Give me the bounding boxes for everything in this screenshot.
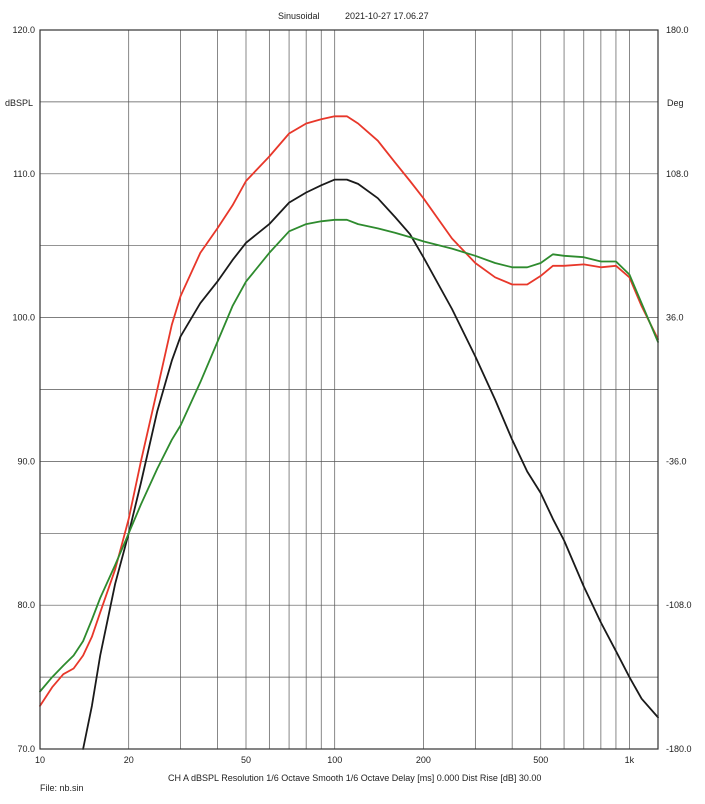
x-tick-label: 10 bbox=[35, 755, 45, 765]
series-group bbox=[39, 115, 659, 750]
footer-file-label: File: nb.sin bbox=[40, 783, 84, 793]
y-left-tick-label: 120.0 bbox=[12, 25, 35, 35]
y-left-tick-label: 110.0 bbox=[13, 169, 35, 179]
y-right-axis-label: Deg bbox=[667, 98, 684, 108]
y-right-tick-label: 108.0 bbox=[666, 169, 689, 179]
y-left-axis-label: dBSPL bbox=[5, 98, 33, 108]
x-tick-label: 20 bbox=[124, 755, 134, 765]
y-left-tick-label: 90.0 bbox=[17, 456, 35, 466]
x-tick-label: 200 bbox=[416, 755, 431, 765]
x-tick-label: 1k bbox=[625, 755, 635, 765]
footer-settings-text: CH A dBSPL Resolution 1/6 Octave Smooth … bbox=[168, 773, 541, 783]
chart-timestamp: 2021-10-27 17.06.27 bbox=[345, 11, 429, 21]
chart-mode-label: Sinusoidal bbox=[278, 11, 320, 21]
y-left-tick-label: 100.0 bbox=[12, 313, 35, 323]
y-right-tick-label: -36.0 bbox=[666, 456, 687, 466]
y-left-tick-label: 70.0 bbox=[17, 744, 35, 754]
y-right-tick-label: 180.0 bbox=[666, 25, 689, 35]
series-line-2 bbox=[82, 178, 659, 750]
series-line-3 bbox=[39, 218, 659, 693]
series-line-1 bbox=[39, 115, 659, 707]
y-right-tick-label: 36.0 bbox=[666, 313, 684, 323]
x-tick-label: 500 bbox=[533, 755, 548, 765]
y-left-tick-label: 80.0 bbox=[17, 600, 35, 610]
x-tick-label: 100 bbox=[327, 755, 342, 765]
y-right-tick-label: -180.0 bbox=[666, 744, 692, 754]
axis-ticks: 120.0 110.0 100.0 90.0 80.0 70.0 180.0 108.0 36.… bbox=[12, 25, 691, 765]
grid-lines bbox=[40, 30, 658, 749]
x-tick-label: 50 bbox=[241, 755, 251, 765]
plot-frame bbox=[39, 29, 659, 750]
y-right-tick-label: -108.0 bbox=[666, 600, 692, 610]
